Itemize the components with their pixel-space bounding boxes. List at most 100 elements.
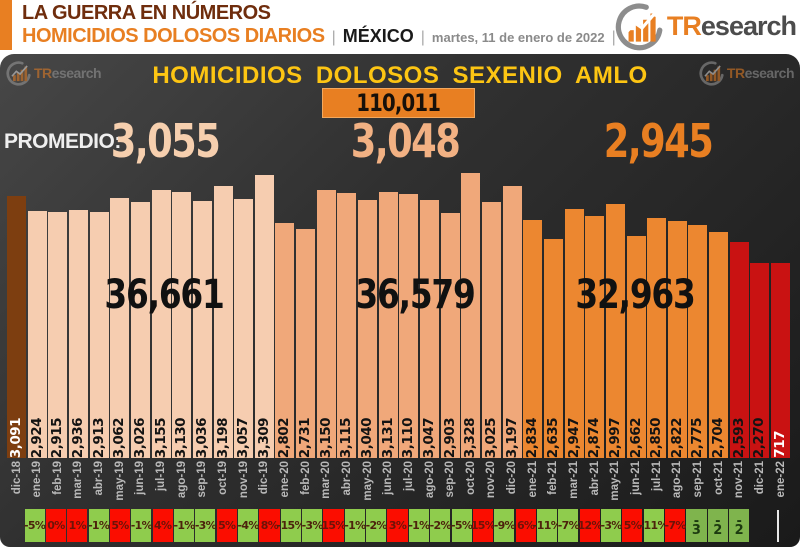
pct-change-jul-20: -1% [408,509,430,542]
bar-oct-19: 3,198 [213,186,233,458]
bar-ene-20: 2,802 [275,223,295,458]
total-2019: 36,661 [104,272,224,318]
bar-oct-20: 3,328 [461,173,481,458]
month-label-nov-19: nov-19 [234,461,253,508]
bar-mar-20: 3,150 [316,190,336,458]
bar-abr-19: 2,913 [89,212,109,458]
bar-value-label: 2,822 [668,417,685,458]
month-label-text: mar-21 [568,461,581,499]
bar-value-label: 3,115 [338,417,355,458]
tresearch-chart-icon [615,3,663,51]
separator: | [331,29,336,46]
bar-jul-20: 3,110 [399,194,419,458]
pct-change-ago-21: -3 [686,509,707,542]
bar-value-label: 3,131 [379,417,396,458]
bar-value-label: 3,309 [255,417,272,458]
pct-change-abr-20: -1% [344,509,366,542]
month-label-text: jun-21 [630,461,642,495]
month-label-text: nov-20 [485,461,498,499]
bar-value-label: 2,662 [627,417,644,458]
month-label-text: ene-22 [774,461,787,498]
month-label-sep-19: sep-19 [193,461,212,508]
average-2021: 2,945 [603,114,714,168]
sexenio-total-box: 110,011 [322,88,475,118]
tresearch-chart-icon [699,61,724,86]
month-label-nov-20: nov-20 [482,461,501,508]
bar-dic-21: 2,270 [750,263,770,458]
separator: | [420,29,425,46]
pct-change-oct-20: 15% [471,509,496,542]
bar-ene-21: 2,834 [523,220,543,458]
bar-value-label: 3,025 [482,417,499,458]
bar-dic-20: 3,197 [502,186,522,458]
total-2021: 32,963 [575,272,695,318]
month-label-may-20: may-20 [358,461,377,508]
month-label-text: dic-20 [506,461,519,495]
month-label-text: may-20 [361,461,374,501]
bar-value-label: 3,047 [421,417,437,458]
pct-change-ene-20: -15% [277,509,306,542]
month-label-text: ene-20 [278,461,291,498]
pct-change-jun-21: -11% [640,509,669,542]
bar-value-label: 2,915 [49,417,66,458]
bar-value-label: 2,997 [606,417,623,458]
bar-may-19: 3,062 [110,198,130,458]
bar-ene-22: 717 [771,263,791,458]
month-label-jul-20: jul-20 [399,461,418,508]
pct-change-may-20: -2% [366,509,387,542]
month-label-text: oct-19 [217,461,229,495]
month-label-ene-19: ene-19 [28,461,47,508]
total-2020: 36,579 [355,272,475,318]
month-label-text: mar-20 [320,461,333,499]
month-label-may-21: may-21 [606,461,625,508]
bar-value-label: 2,874 [586,417,603,458]
pct-change-jun-20: 3% [387,509,408,542]
bar-value-label: 3,091 [8,417,24,458]
month-label-text: jun-19 [134,461,147,495]
bar-value-label: 3,130 [173,417,190,458]
pct-change-dic-19: 8% [259,509,280,542]
pct-change-mar-19: 1% [67,509,88,542]
month-label-text: ene-19 [31,461,44,498]
month-label-sep-21: sep-21 [688,461,707,508]
month-label-text: ago-21 [671,461,684,499]
bar-value-label: 2,850 [648,417,665,458]
bar-jun-19: 3,026 [130,202,150,458]
report-title: HOMICIDIOS DOLOSOS DIARIOS [22,25,325,47]
bar-nov-19: 3,057 [234,199,254,458]
month-label-ene-20: ene-20 [275,461,294,508]
bar-ene-19: 2,924 [27,211,47,458]
month-label-text: mar-19 [72,461,85,499]
month-label-jul-19: jul-19 [152,461,171,508]
pct-change-ago-19: -1% [173,509,195,542]
bar-may-21: 2,997 [605,204,625,458]
bar-value-label: 2,834 [524,417,541,458]
chart-panel: TResearch TResearch HOMICIDIOS DOLOSOS S… [0,54,800,547]
pct-change-ene-19: -5% [24,509,46,542]
month-label-text: sep-20 [444,461,457,498]
bar-value-label: 2,704 [710,417,727,458]
month-label-jun-21: jun-21 [627,461,646,508]
brand-name: TResearch [666,10,797,41]
month-label-text: feb-19 [51,461,64,495]
month-label-text: abr-21 [588,461,601,496]
pct-change-jul-19: 4% [152,509,173,542]
month-label-text: oct-21 [712,461,725,495]
bar-ago-20: 3,047 [420,200,439,458]
month-label-oct-21: oct-21 [709,461,728,508]
separator: | [611,29,616,46]
month-label-ago-19: ago-19 [172,461,191,508]
pct-change-feb-21: -7% [558,509,580,542]
month-label-dic-21: dic-21 [750,461,769,508]
month-label-sep-20: sep-20 [441,461,460,508]
month-label-text: sep-19 [196,461,209,498]
month-label-feb-19: feb-19 [48,461,67,508]
watermark-logo-left: TResearch [6,60,102,86]
bar-value-label: 3,328 [462,417,479,458]
bar-value-label: 3,026 [131,417,148,458]
bar-value-label: 3,197 [503,417,520,458]
pct-change-nov-20: -9% [494,509,516,542]
promedio-label: PROMEDIO: [4,130,121,153]
bar-value-label: 3,062 [111,417,128,458]
month-label-may-19: may-19 [110,461,129,508]
